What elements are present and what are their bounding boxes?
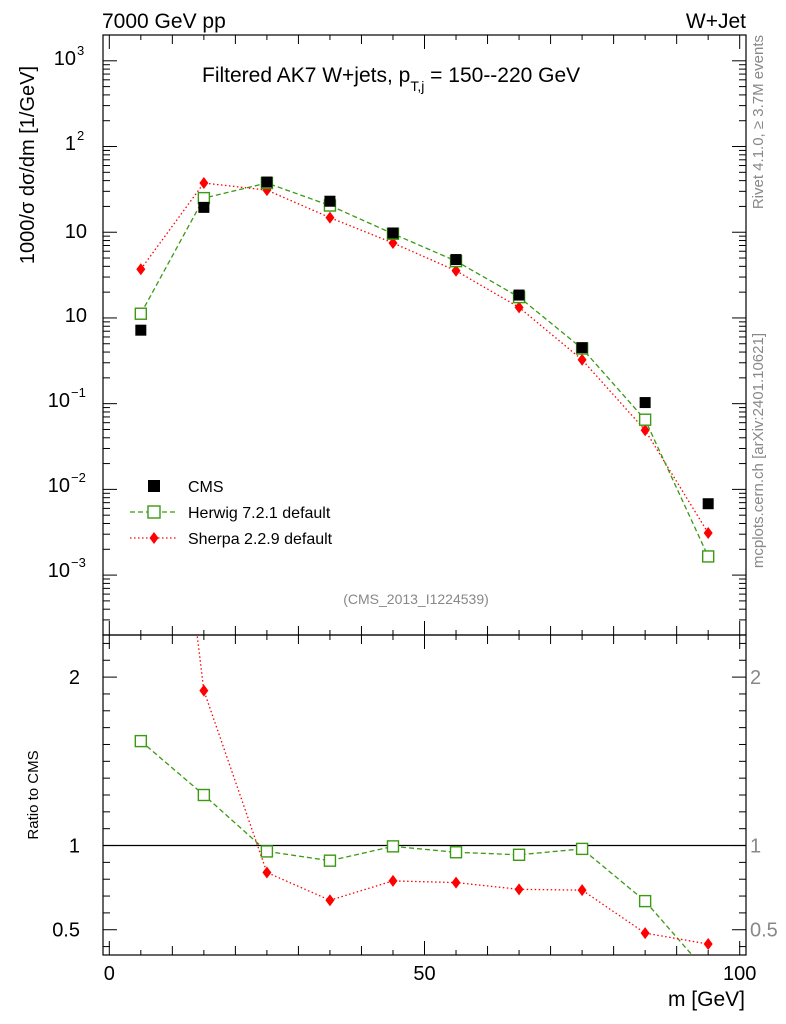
ratio-ytick-label-left: 0.5 bbox=[52, 920, 80, 942]
legend-marker-sherpa bbox=[149, 532, 159, 544]
main-point-cms bbox=[639, 397, 651, 409]
chart-title: Filtered AK7 W+jets, pT,j = 150--220 GeV bbox=[202, 64, 580, 94]
main-point-sherpa bbox=[703, 526, 713, 539]
main-line-sherpa bbox=[140, 182, 709, 534]
ratio-point-sherpa bbox=[703, 938, 713, 951]
main-point-sherpa bbox=[325, 211, 335, 224]
analysis-watermark: (CMS_2013_I1224539) bbox=[343, 591, 489, 607]
ratio-point-sherpa bbox=[514, 883, 524, 896]
ytick-label-1: 10 bbox=[65, 305, 87, 327]
main-line-herwig bbox=[140, 182, 709, 557]
ratio-point-sherpa bbox=[451, 876, 461, 889]
main-ytick-labels: 10 3 1 2 10 10 10 −1 10 −2 10 −3 bbox=[48, 43, 87, 582]
main-ylabel: 1000/σ dσ/dm [1/GeV] bbox=[17, 66, 39, 264]
main-point-cms bbox=[324, 195, 336, 207]
ratio-point-sherpa bbox=[136, 166, 145, 178]
ratio-ytick-label-right: 0.5 bbox=[750, 920, 778, 942]
ytick-exp-2: 2 bbox=[77, 128, 84, 143]
ytick-exp-3: 3 bbox=[77, 43, 84, 58]
rivet-version-label: Rivet 4.1.0, ≥ 3.7M events bbox=[750, 35, 767, 209]
main-point-sherpa bbox=[577, 353, 587, 366]
legend-label-sherpa: Sherpa 2.2.9 default bbox=[188, 531, 333, 548]
ratio-point-herwig bbox=[260, 845, 274, 858]
main-point-sherpa bbox=[136, 263, 146, 276]
main-point-herwig bbox=[638, 413, 652, 426]
main-point-cms bbox=[261, 176, 273, 188]
chart-title-sub: T,j bbox=[410, 78, 424, 94]
ratio-ylabel: Ratio to CMS bbox=[25, 750, 42, 839]
ytick-label-1e-3: 10 bbox=[48, 560, 70, 582]
ratio-data-layer bbox=[134, 166, 714, 979]
legend-marker-cms bbox=[148, 480, 160, 492]
ratio-point-herwig bbox=[134, 734, 148, 748]
ytick-exp-m1: −1 bbox=[71, 385, 86, 400]
ratio-ytick-label-left: 2 bbox=[69, 667, 80, 689]
ratio-point-sherpa bbox=[325, 894, 335, 907]
main-point-cms bbox=[198, 201, 210, 213]
legend: CMS Herwig 7.2.1 default Sherpa 2.2.9 de… bbox=[130, 479, 333, 548]
ratio-point-sherpa bbox=[199, 684, 209, 697]
ytick-exp-m2: −2 bbox=[71, 470, 86, 485]
ratio-ytick-label-right: 1 bbox=[750, 836, 761, 858]
ytick-label-1e3: 10 bbox=[54, 48, 76, 70]
ratio-panel: 0.5 0.5 1 1 2 2 0 50 100 Ratio to CMS m [GeV] bbox=[25, 166, 778, 1011]
ratio-point-sherpa bbox=[262, 866, 272, 879]
ytick-label-1e2: 1 bbox=[65, 133, 76, 155]
ratio-ytick-label-left: 1 bbox=[69, 836, 80, 858]
ratio-line-sherpa bbox=[196, 635, 709, 945]
energy-label: 7000 GeV pp bbox=[102, 10, 226, 33]
ytick-label-1e-1: 10 bbox=[48, 390, 70, 412]
main-point-herwig bbox=[134, 307, 148, 320]
main-data-layer bbox=[134, 176, 715, 563]
ratio-point-sherpa bbox=[640, 927, 650, 940]
main-point-sherpa bbox=[640, 424, 650, 437]
ratio-point-herwig bbox=[386, 840, 400, 853]
ytick-label-10: 10 bbox=[65, 221, 87, 243]
ratio-point-herwig bbox=[575, 842, 589, 856]
ratio-point-sherpa bbox=[577, 884, 587, 897]
xtick-label: 100 bbox=[723, 963, 756, 985]
ratio-line-herwig bbox=[140, 740, 693, 955]
main-point-cms bbox=[576, 342, 588, 354]
xtick-label: 0 bbox=[104, 963, 115, 985]
main-point-sherpa bbox=[199, 177, 209, 190]
ytick-exp-m3: −3 bbox=[71, 555, 86, 570]
ratio-point-sherpa bbox=[388, 874, 398, 887]
main-ticks bbox=[103, 34, 746, 636]
ratio-point-herwig bbox=[638, 894, 652, 908]
ratio-ytick-label-right: 2 bbox=[750, 667, 761, 689]
ratio-point-herwig bbox=[197, 788, 211, 802]
ratio-tick-labels: 0.5 0.5 1 1 2 2 0 50 100 bbox=[52, 667, 778, 985]
legend-marker-herwig bbox=[147, 505, 161, 519]
main-point-cms bbox=[450, 254, 462, 266]
main-panel: 10 3 1 2 10 10 10 −1 10 −2 10 −3 1000/σ … bbox=[17, 34, 747, 636]
main-point-cms bbox=[513, 289, 525, 301]
main-point-cms bbox=[702, 498, 714, 510]
xlabel: m [GeV] bbox=[668, 988, 745, 1011]
main-point-sherpa bbox=[514, 301, 524, 314]
main-point-cms bbox=[135, 324, 147, 336]
main-point-herwig bbox=[701, 550, 715, 563]
chart-title-tail: = 150--220 GeV bbox=[424, 64, 580, 87]
xtick-label: 50 bbox=[413, 963, 435, 985]
ratio-point-herwig bbox=[323, 854, 337, 867]
legend-label-cms: CMS bbox=[188, 479, 224, 496]
legend-label-herwig: Herwig 7.2.1 default bbox=[188, 505, 331, 522]
main-point-cms bbox=[387, 227, 399, 239]
process-label: W+Jet bbox=[686, 10, 746, 33]
ratio-point-herwig bbox=[449, 846, 463, 859]
main-point-sherpa bbox=[451, 264, 461, 277]
mcplots-source-label: mcplots.cern.ch [arXiv:2401.10621] bbox=[750, 333, 767, 568]
ytick-label-1e-2: 10 bbox=[48, 475, 70, 497]
chart-title-main: Filtered AK7 W+jets, p bbox=[202, 64, 410, 87]
ratio-point-herwig bbox=[512, 848, 526, 861]
ratio-point-herwig bbox=[703, 968, 714, 979]
